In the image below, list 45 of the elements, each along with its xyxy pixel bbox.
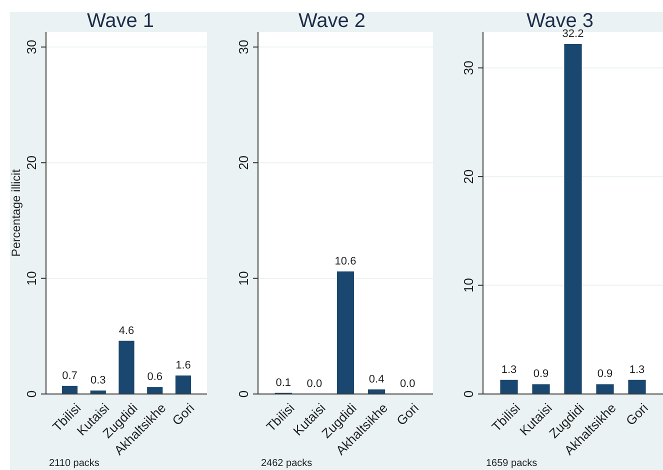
- bar: [336, 271, 354, 394]
- data-label: 1.3: [629, 364, 645, 376]
- data-label: 0.6: [147, 371, 163, 384]
- y-tick-label: 30: [24, 40, 39, 54]
- chart-title: Wave 1: [86, 10, 154, 32]
- y-tick-label: 20: [461, 169, 476, 184]
- bar: [500, 380, 518, 394]
- bar: [564, 44, 582, 394]
- bar: [596, 384, 614, 394]
- data-label: 0.3: [90, 374, 106, 387]
- text: 2462 packs: [261, 458, 312, 469]
- data-label: 0.7: [62, 370, 78, 382]
- data-label: 10.6: [334, 255, 356, 268]
- data-label: 0.9: [533, 368, 549, 380]
- bar: [118, 340, 134, 394]
- data-label: 0.9: [597, 368, 613, 380]
- bar: [62, 386, 78, 394]
- bar: [628, 380, 646, 394]
- y-tick-label: 30: [461, 60, 476, 76]
- y-tick-label: 10: [461, 278, 476, 293]
- data-label: 0.4: [368, 373, 384, 386]
- x-tick-label: Gori: [622, 400, 651, 428]
- y-tick-label: 30: [236, 40, 251, 54]
- chart-title: Wave 2: [298, 10, 366, 32]
- data-label: 1.6: [176, 359, 191, 372]
- bar: [532, 384, 550, 394]
- y-tick-label: 20: [24, 155, 39, 170]
- x-tick-label: Gori: [394, 400, 422, 428]
- bar: [175, 375, 192, 394]
- y-tick-label: 20: [236, 155, 251, 170]
- y-tick-label: 0: [236, 390, 251, 398]
- data-label: 0.0: [400, 378, 416, 390]
- y-axis-title: Percentage illicit: [9, 168, 23, 257]
- y-tick-label: 0: [461, 390, 476, 398]
- x-tick-label: Gori: [169, 400, 198, 428]
- text: 2110 packs: [49, 458, 100, 469]
- y-tick-label: 10: [24, 271, 39, 286]
- data-label: 0.1: [276, 376, 292, 389]
- text: 1659 packs: [486, 458, 538, 469]
- data-label: 1.3: [501, 364, 517, 376]
- bar: [147, 387, 163, 394]
- data-label: 0.0: [306, 378, 322, 390]
- y-tick-label: 0: [24, 390, 39, 398]
- data-label: 4.6: [118, 324, 134, 337]
- y-tick-label: 10: [236, 271, 251, 286]
